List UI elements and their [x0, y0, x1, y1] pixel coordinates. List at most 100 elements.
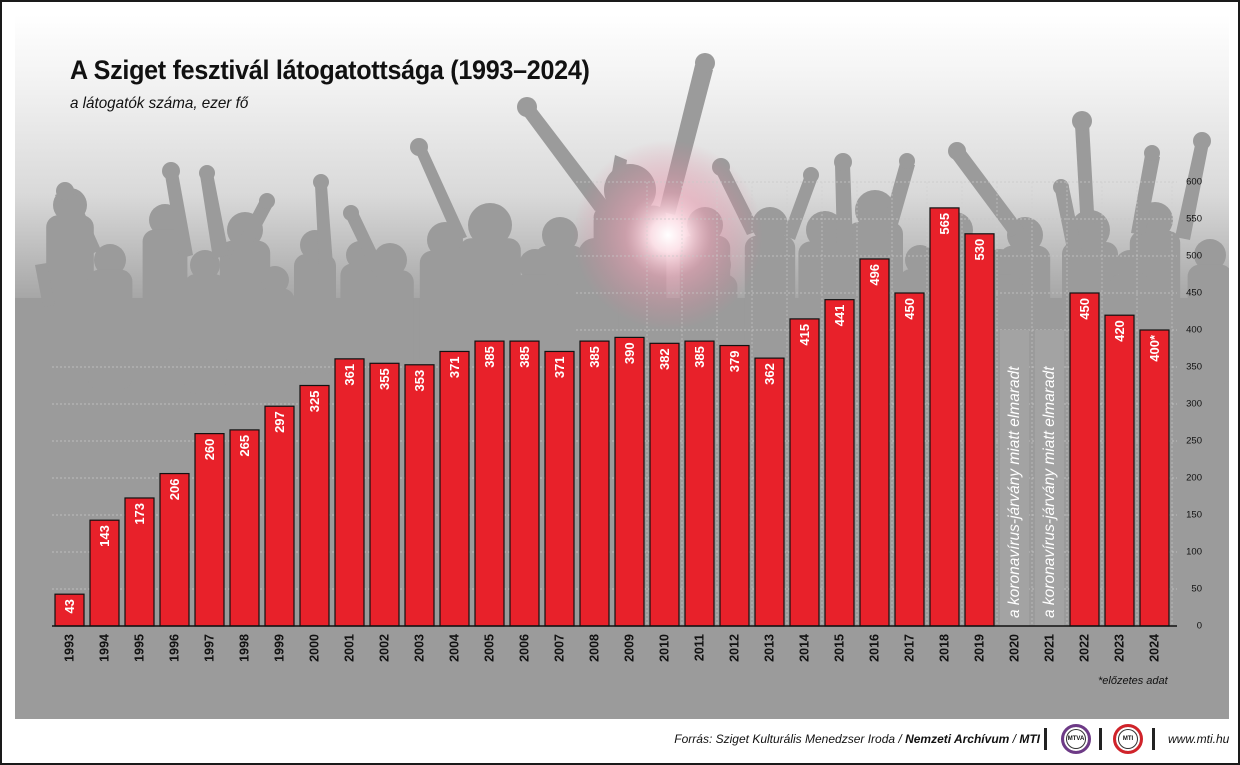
x-tick-2007: 2007	[553, 634, 567, 662]
x-tick-2019: 2019	[973, 634, 987, 662]
value-label-1994: 143	[97, 525, 112, 547]
y-tick-50: 50	[1191, 584, 1202, 595]
value-label-2015: 441	[832, 305, 847, 327]
x-tick-2024: 2024	[1148, 634, 1162, 662]
bar-2002	[369, 362, 400, 627]
footer-divider	[1099, 728, 1102, 750]
value-label-2022: 450	[1077, 298, 1092, 320]
value-label-1997: 260	[202, 439, 217, 461]
bar-2006	[509, 340, 540, 627]
value-label-2001: 361	[342, 364, 357, 386]
y-tick-350: 350	[1186, 362, 1202, 373]
value-label-2023: 420	[1112, 320, 1127, 342]
value-label-2011: 385	[692, 346, 707, 368]
bar-2010	[649, 342, 680, 627]
value-label-2016: 496	[867, 264, 882, 286]
mtva-logo: MTVA	[1061, 724, 1091, 754]
footer-divider	[1044, 728, 1047, 750]
value-label-2005: 385	[482, 346, 497, 368]
bar-2007	[544, 350, 575, 627]
x-tick-2023: 2023	[1113, 634, 1127, 662]
bar-2011	[684, 340, 715, 627]
x-tick-2017: 2017	[903, 634, 917, 662]
x-tick-2014: 2014	[798, 634, 812, 662]
chart-panel: 43 143 173 206 260 265 297 325 361 355 353 371 385 38…	[15, 15, 1229, 719]
bar-1993	[54, 593, 85, 627]
bars	[52, 207, 1177, 627]
spotlight-glow	[573, 140, 763, 330]
value-labels: 43 143 173 206 260 265 297 325 361 355 353 371 385 38…	[62, 213, 1162, 618]
x-tick-2010: 2010	[658, 634, 672, 662]
value-label-2009: 390	[622, 342, 637, 364]
bar-chart: 43 143 173 206 260 265 297 325 361 355 353 371 385 38…	[15, 53, 1229, 719]
bar-1995	[124, 497, 155, 627]
value-label-2013: 362	[762, 363, 777, 385]
y-tick-300: 300	[1186, 399, 1202, 410]
y-tick-0: 0	[1197, 621, 1202, 632]
x-tick-2003: 2003	[413, 634, 427, 662]
value-label-2012: 379	[727, 351, 742, 373]
cancelled-note-2021: a koronavírus-járvány miatt elmaradt	[1041, 366, 1058, 618]
value-label-2010: 382	[657, 348, 672, 370]
x-tick-2004: 2004	[448, 634, 462, 662]
value-label-1999: 297	[272, 411, 287, 433]
x-tick-2008: 2008	[588, 634, 602, 662]
bar-1998	[229, 429, 260, 627]
value-label-2014: 415	[797, 324, 812, 346]
bar-1999	[264, 405, 295, 627]
x-tick-2000: 2000	[308, 634, 322, 662]
x-tick-1993: 1993	[63, 634, 77, 662]
y-tick-100: 100	[1186, 547, 1202, 558]
bar-2004	[439, 350, 470, 627]
mti-logo: MTI	[1113, 724, 1143, 754]
bar-2022	[1069, 292, 1100, 627]
footer-bar: Forrás: Sziget Kulturális Menedzser Irod…	[0, 720, 1240, 760]
value-label-2006: 385	[517, 346, 532, 368]
x-tick-2011: 2011	[693, 634, 707, 661]
x-tick-2016: 2016	[868, 634, 882, 662]
x-tick-1994: 1994	[98, 634, 112, 662]
x-tick-2015: 2015	[833, 634, 847, 662]
value-label-1996: 206	[167, 479, 182, 501]
y-tick-500: 500	[1186, 251, 1202, 262]
value-label-2007: 371	[552, 356, 567, 378]
x-tick-1998: 1998	[238, 634, 252, 662]
bar-1996	[159, 472, 190, 627]
x-tick-2020: 2020	[1008, 634, 1022, 662]
cancelled-note-2020: a koronavírus-járvány miatt elmaradt	[1006, 366, 1023, 618]
y-tick-400: 400	[1186, 325, 1202, 336]
y-tick-250: 250	[1186, 436, 1202, 447]
y-tick-550: 550	[1186, 214, 1202, 225]
source-prefix: Forrás: Sziget Kulturális Menedzser Irod…	[674, 732, 906, 746]
y-tick-600: 600	[1186, 177, 1202, 188]
x-tick-1995: 1995	[133, 634, 147, 662]
x-tick-2009: 2009	[623, 634, 637, 662]
x-tick-2013: 2013	[763, 634, 777, 662]
website-link[interactable]: www.mti.hu	[1168, 732, 1230, 746]
y-tick-150: 150	[1186, 510, 1202, 521]
value-label-2000: 325	[307, 391, 322, 413]
bar-2000	[299, 384, 330, 627]
source-archive: Nemzeti Archívum	[905, 732, 1010, 746]
x-tick-2018: 2018	[938, 634, 952, 662]
value-label-2019: 530	[972, 239, 987, 261]
value-label-2003: 353	[412, 370, 427, 392]
bar-2001	[334, 358, 365, 627]
value-label-1995: 173	[132, 503, 147, 525]
bar-2012	[719, 344, 750, 627]
bar-1997	[194, 433, 225, 627]
cancelled-slot-2020	[1000, 330, 1029, 626]
bar-2014	[789, 318, 820, 627]
x-tick-1996: 1996	[168, 634, 182, 662]
footnote-preliminary: *előzetes adat	[1098, 675, 1168, 687]
y-tick-450: 450	[1186, 288, 1202, 299]
bar-2019	[964, 233, 995, 627]
x-tick-2005: 2005	[483, 634, 497, 662]
footer-divider	[1152, 728, 1155, 750]
value-label-2017: 450	[902, 298, 917, 320]
value-label-2004: 371	[447, 356, 462, 378]
x-tick-2022: 2022	[1078, 634, 1092, 662]
x-tick-1997: 1997	[203, 634, 217, 662]
bar-2018	[929, 207, 960, 627]
